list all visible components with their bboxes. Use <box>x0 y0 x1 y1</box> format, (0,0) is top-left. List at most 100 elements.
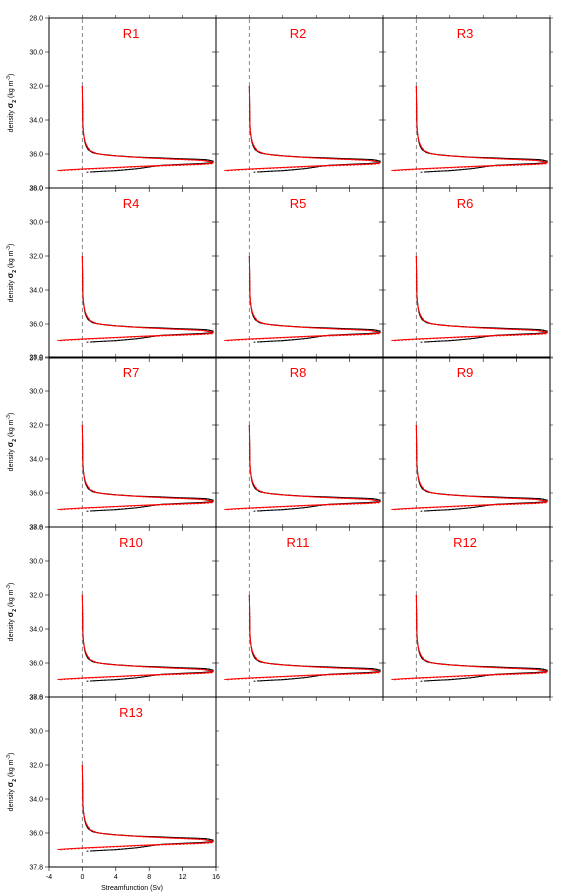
series-line-3 <box>391 255 547 341</box>
series-line-3 <box>57 255 213 341</box>
panel-R5: R5 <box>212 185 386 362</box>
series-line-3 <box>57 764 213 850</box>
panel-frame <box>48 187 217 359</box>
panel-frame <box>48 526 217 698</box>
series-line-1 <box>81 594 214 682</box>
series-line-1 <box>248 594 381 682</box>
x-tick-label: 12 <box>179 874 187 881</box>
panel-R4: 28.0 30.0 32.0 34.0 36.0 37.8 density σ2 (kg m… <box>6 185 219 363</box>
series-line-2 <box>415 424 550 512</box>
y-tick-label: 32.0 <box>29 593 43 600</box>
y-tick-label: 28.0 <box>29 695 43 702</box>
y-tick-label: 34.0 <box>29 627 43 634</box>
panel-frame <box>48 696 217 868</box>
panel-frame <box>48 17 217 189</box>
series-line-1 <box>415 424 548 512</box>
panel-title: R2 <box>290 26 307 41</box>
panel-frame <box>382 526 551 698</box>
series-line-4 <box>225 85 382 172</box>
series-line-3 <box>391 424 547 510</box>
series-line-2 <box>248 594 383 682</box>
panel-frame <box>382 17 551 189</box>
panel-frame <box>382 187 551 359</box>
series-line-4 <box>58 764 215 851</box>
series-line-1 <box>81 255 214 343</box>
y-tick-label: 37.8 <box>29 356 43 363</box>
x-tick-label: 16 <box>212 874 220 881</box>
panel-frame <box>215 17 384 189</box>
series-line-1 <box>248 255 381 343</box>
series-line-3 <box>57 424 213 510</box>
series-line-1 <box>248 85 381 173</box>
y-tick-label: 36.0 <box>29 152 43 159</box>
panel-title: R5 <box>290 196 307 211</box>
x-tick-label: 4 <box>114 874 118 881</box>
y-tick-label: 34.0 <box>29 288 43 295</box>
y-tick-label: 36.0 <box>29 322 43 329</box>
series-line-1 <box>81 85 214 173</box>
y-tick-label: 36.0 <box>29 661 43 668</box>
y-axis-label: density σ2 (kg m-3) <box>6 753 18 812</box>
y-tick-label: 32.0 <box>29 254 43 261</box>
y-tick-label: 28.0 <box>29 16 43 23</box>
y-tick-label: 38.0 <box>29 186 43 193</box>
series-line-2 <box>81 594 216 682</box>
y-axis-label: density σ2 (kg m-3) <box>6 583 18 642</box>
y-tick-label: 34.0 <box>29 118 43 125</box>
series-line-4 <box>58 424 215 511</box>
series-line-4 <box>392 255 549 342</box>
series-line-1 <box>415 255 548 343</box>
series-line-1 <box>415 85 548 173</box>
panel-title: R6 <box>457 196 474 211</box>
y-tick-label: 30.0 <box>29 559 43 566</box>
y-tick-label: 34.0 <box>29 457 43 464</box>
series-line-2 <box>415 255 550 343</box>
series-line-3 <box>57 85 213 171</box>
panel-title: R4 <box>123 196 140 211</box>
y-tick-label: 30.0 <box>29 50 43 57</box>
x-tick-label: 0 <box>80 874 84 881</box>
series-line-3 <box>224 255 380 341</box>
series-line-1 <box>248 424 381 512</box>
series-line-3 <box>224 424 380 510</box>
series-line-4 <box>58 594 215 681</box>
x-tick-label: -4 <box>46 874 52 881</box>
series-line-1 <box>81 424 214 512</box>
series-line-3 <box>391 594 547 680</box>
y-tick-label: 32.0 <box>29 423 43 430</box>
panel-R8: R8 <box>212 354 386 531</box>
y-tick-label: 36.0 <box>29 831 43 838</box>
y-tick-label: 34.0 <box>29 797 43 804</box>
panel-title: R12 <box>453 535 477 550</box>
panel-title: R7 <box>123 365 140 380</box>
series-line-2 <box>81 424 216 512</box>
series-line-2 <box>81 764 216 852</box>
series-line-2 <box>81 85 216 173</box>
y-axis-label: density σ2 (kg m-3) <box>6 74 18 133</box>
y-tick-label: 28.0 <box>29 525 43 532</box>
x-tick-label: 8 <box>147 874 151 881</box>
series-line-3 <box>224 85 380 171</box>
y-tick-label: 37.8 <box>29 525 43 532</box>
panel-title: R3 <box>457 26 474 41</box>
panel-R13: 28.0 30.0 32.0 34.0 36.0 37.8 density σ2 (kg m… <box>6 694 220 881</box>
panel-frame <box>382 356 551 528</box>
panel-title: R1 <box>123 26 140 41</box>
panel-frame <box>215 526 384 698</box>
panel-R9: R9 <box>379 354 553 531</box>
panel-R10: 28.0 30.0 32.0 34.0 36.0 37.8 density σ2 (kg m… <box>6 524 219 702</box>
series-line-4 <box>392 594 549 681</box>
panels-group: 28.0 30.0 32.0 34.0 36.0 38.0 density σ2 (kg m… <box>6 15 553 881</box>
panel-R12: R12 <box>379 524 553 701</box>
panel-frame <box>215 187 384 359</box>
series-line-2 <box>248 424 383 512</box>
series-line-1 <box>81 764 214 852</box>
series-line-4 <box>58 255 215 342</box>
y-tick-label: 30.0 <box>29 389 43 396</box>
panel-R3: R3 <box>379 15 553 192</box>
series-line-3 <box>224 594 380 680</box>
panel-R11: R11 <box>212 524 386 701</box>
panel-title: R10 <box>119 535 143 550</box>
y-tick-label: 37.8 <box>29 865 43 872</box>
